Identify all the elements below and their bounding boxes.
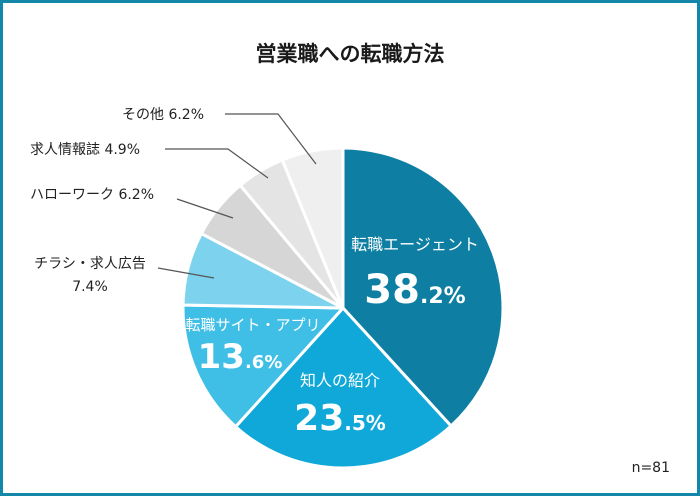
slice-name-label: チラシ・求人広告 <box>34 256 146 272</box>
slice-label: 求人情報誌 4.9% <box>30 142 140 158</box>
pie-slices <box>181 146 505 470</box>
slice-label: ハローワーク 6.2% <box>30 187 154 203</box>
slice-label: その他 6.2% <box>122 107 204 123</box>
leader-line <box>225 113 317 165</box>
slice-value-label: 23.5% <box>294 398 386 439</box>
leader-line <box>165 148 269 179</box>
leader-lines <box>157 113 317 279</box>
leader-line <box>157 267 215 279</box>
pie-slice <box>181 303 345 429</box>
pie-slice <box>341 146 505 428</box>
slice-name-label: 知人の紹介 <box>300 371 380 390</box>
slice-value-label: 38.2% <box>364 267 465 313</box>
chart-title: 営業職への転職方法 <box>255 42 445 66</box>
slice-labels: 転職エージェント 38.2% 知人の紹介 23.5% 転職サイト・アプリ 13.6% チラシ… <box>30 107 479 439</box>
pie-slice <box>234 306 453 470</box>
sample-size-label: n=81 <box>631 460 670 476</box>
slice-name-label: 転職サイト・アプリ <box>185 316 320 334</box>
slice-value-label: 13.6% <box>198 337 283 377</box>
leader-line <box>176 198 234 219</box>
pie-slice <box>280 146 345 310</box>
slice-name-label: 転職エージェント <box>351 235 479 254</box>
slice-value-label: 7.4% <box>72 279 108 295</box>
